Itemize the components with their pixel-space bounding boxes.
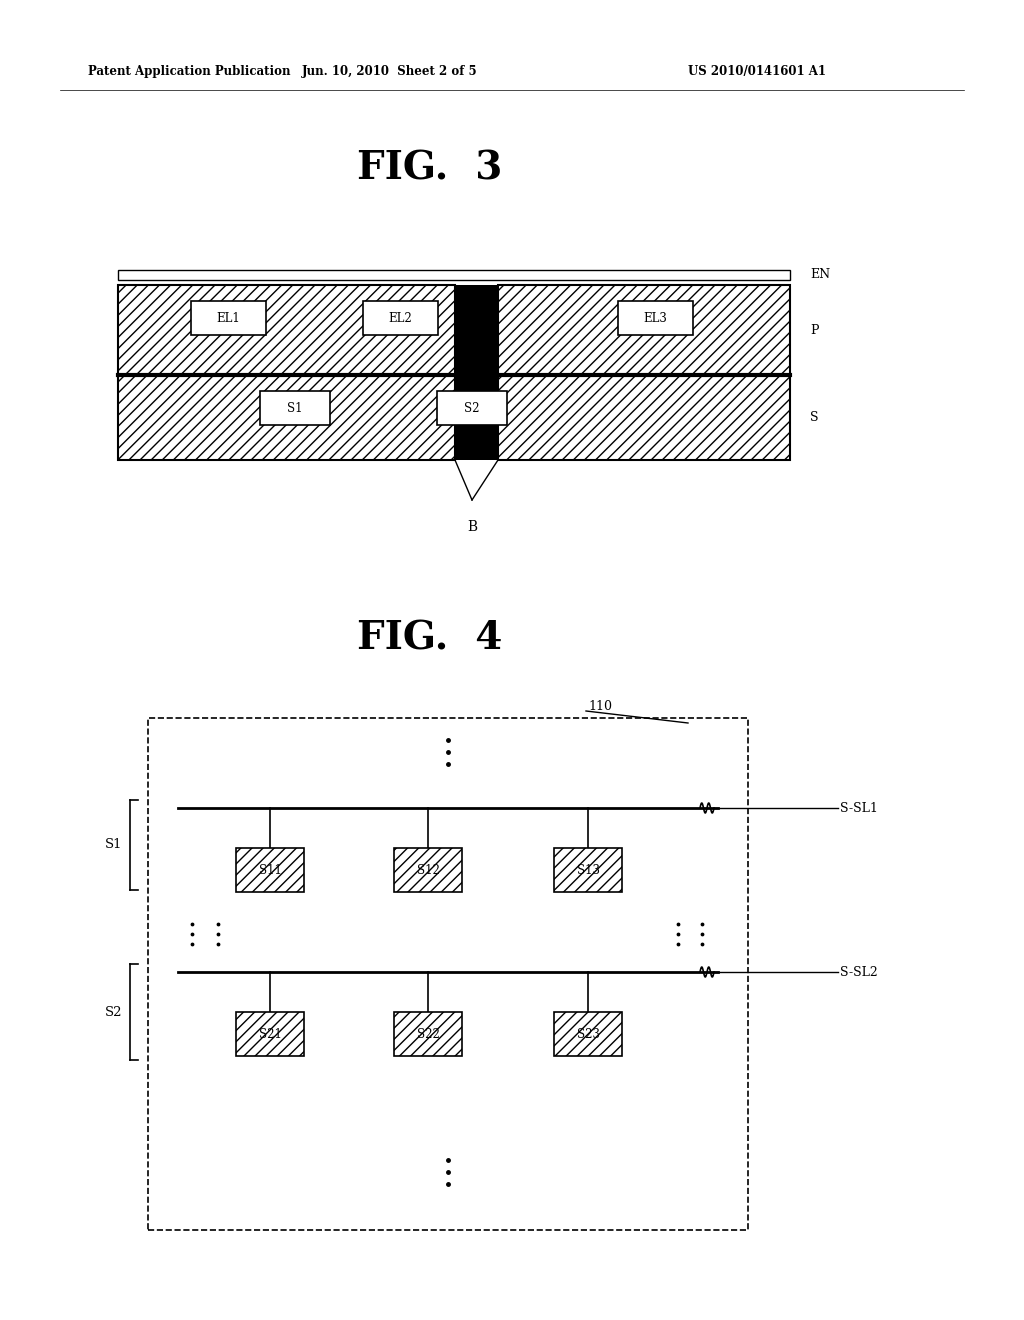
Text: EN: EN: [810, 268, 830, 281]
Text: Patent Application Publication: Patent Application Publication: [88, 66, 291, 78]
Bar: [394, 847, 462, 892]
Text: S13: S13: [577, 863, 599, 876]
Bar: [455, 285, 498, 459]
Text: 110: 110: [588, 700, 612, 713]
Text: B: B: [467, 520, 477, 535]
Text: S22: S22: [417, 1027, 439, 1040]
Bar: [148, 718, 748, 1230]
Text: S1: S1: [288, 401, 303, 414]
Bar: [394, 1012, 462, 1056]
Text: FIG.  4: FIG. 4: [357, 619, 503, 657]
Text: EL3: EL3: [643, 312, 667, 325]
Bar: [190, 301, 265, 335]
Bar: [362, 301, 437, 335]
Text: S2: S2: [464, 401, 480, 414]
Text: EL1: EL1: [216, 312, 240, 325]
Bar: [498, 375, 790, 459]
Text: P: P: [810, 323, 818, 337]
Bar: [260, 391, 330, 425]
Bar: [118, 375, 455, 459]
Text: EL2: EL2: [388, 312, 412, 325]
Bar: [554, 847, 622, 892]
Text: S2: S2: [105, 1006, 123, 1019]
Text: S23: S23: [577, 1027, 599, 1040]
Bar: [498, 285, 790, 375]
Text: S12: S12: [417, 863, 439, 876]
Text: S1: S1: [105, 838, 123, 851]
Bar: [236, 847, 304, 892]
Bar: [118, 285, 455, 375]
Text: US 2010/0141601 A1: US 2010/0141601 A1: [688, 66, 826, 78]
Text: Jun. 10, 2010  Sheet 2 of 5: Jun. 10, 2010 Sheet 2 of 5: [302, 66, 478, 78]
Bar: [236, 1012, 304, 1056]
Text: S-SL2: S-SL2: [840, 965, 878, 978]
Text: S11: S11: [259, 863, 282, 876]
Text: S-SL1: S-SL1: [840, 801, 878, 814]
Bar: [118, 271, 790, 280]
Text: S: S: [810, 411, 818, 424]
Bar: [554, 1012, 622, 1056]
Text: FIG.  3: FIG. 3: [357, 149, 503, 187]
Bar: [617, 301, 692, 335]
Bar: [437, 391, 507, 425]
Text: S21: S21: [259, 1027, 282, 1040]
